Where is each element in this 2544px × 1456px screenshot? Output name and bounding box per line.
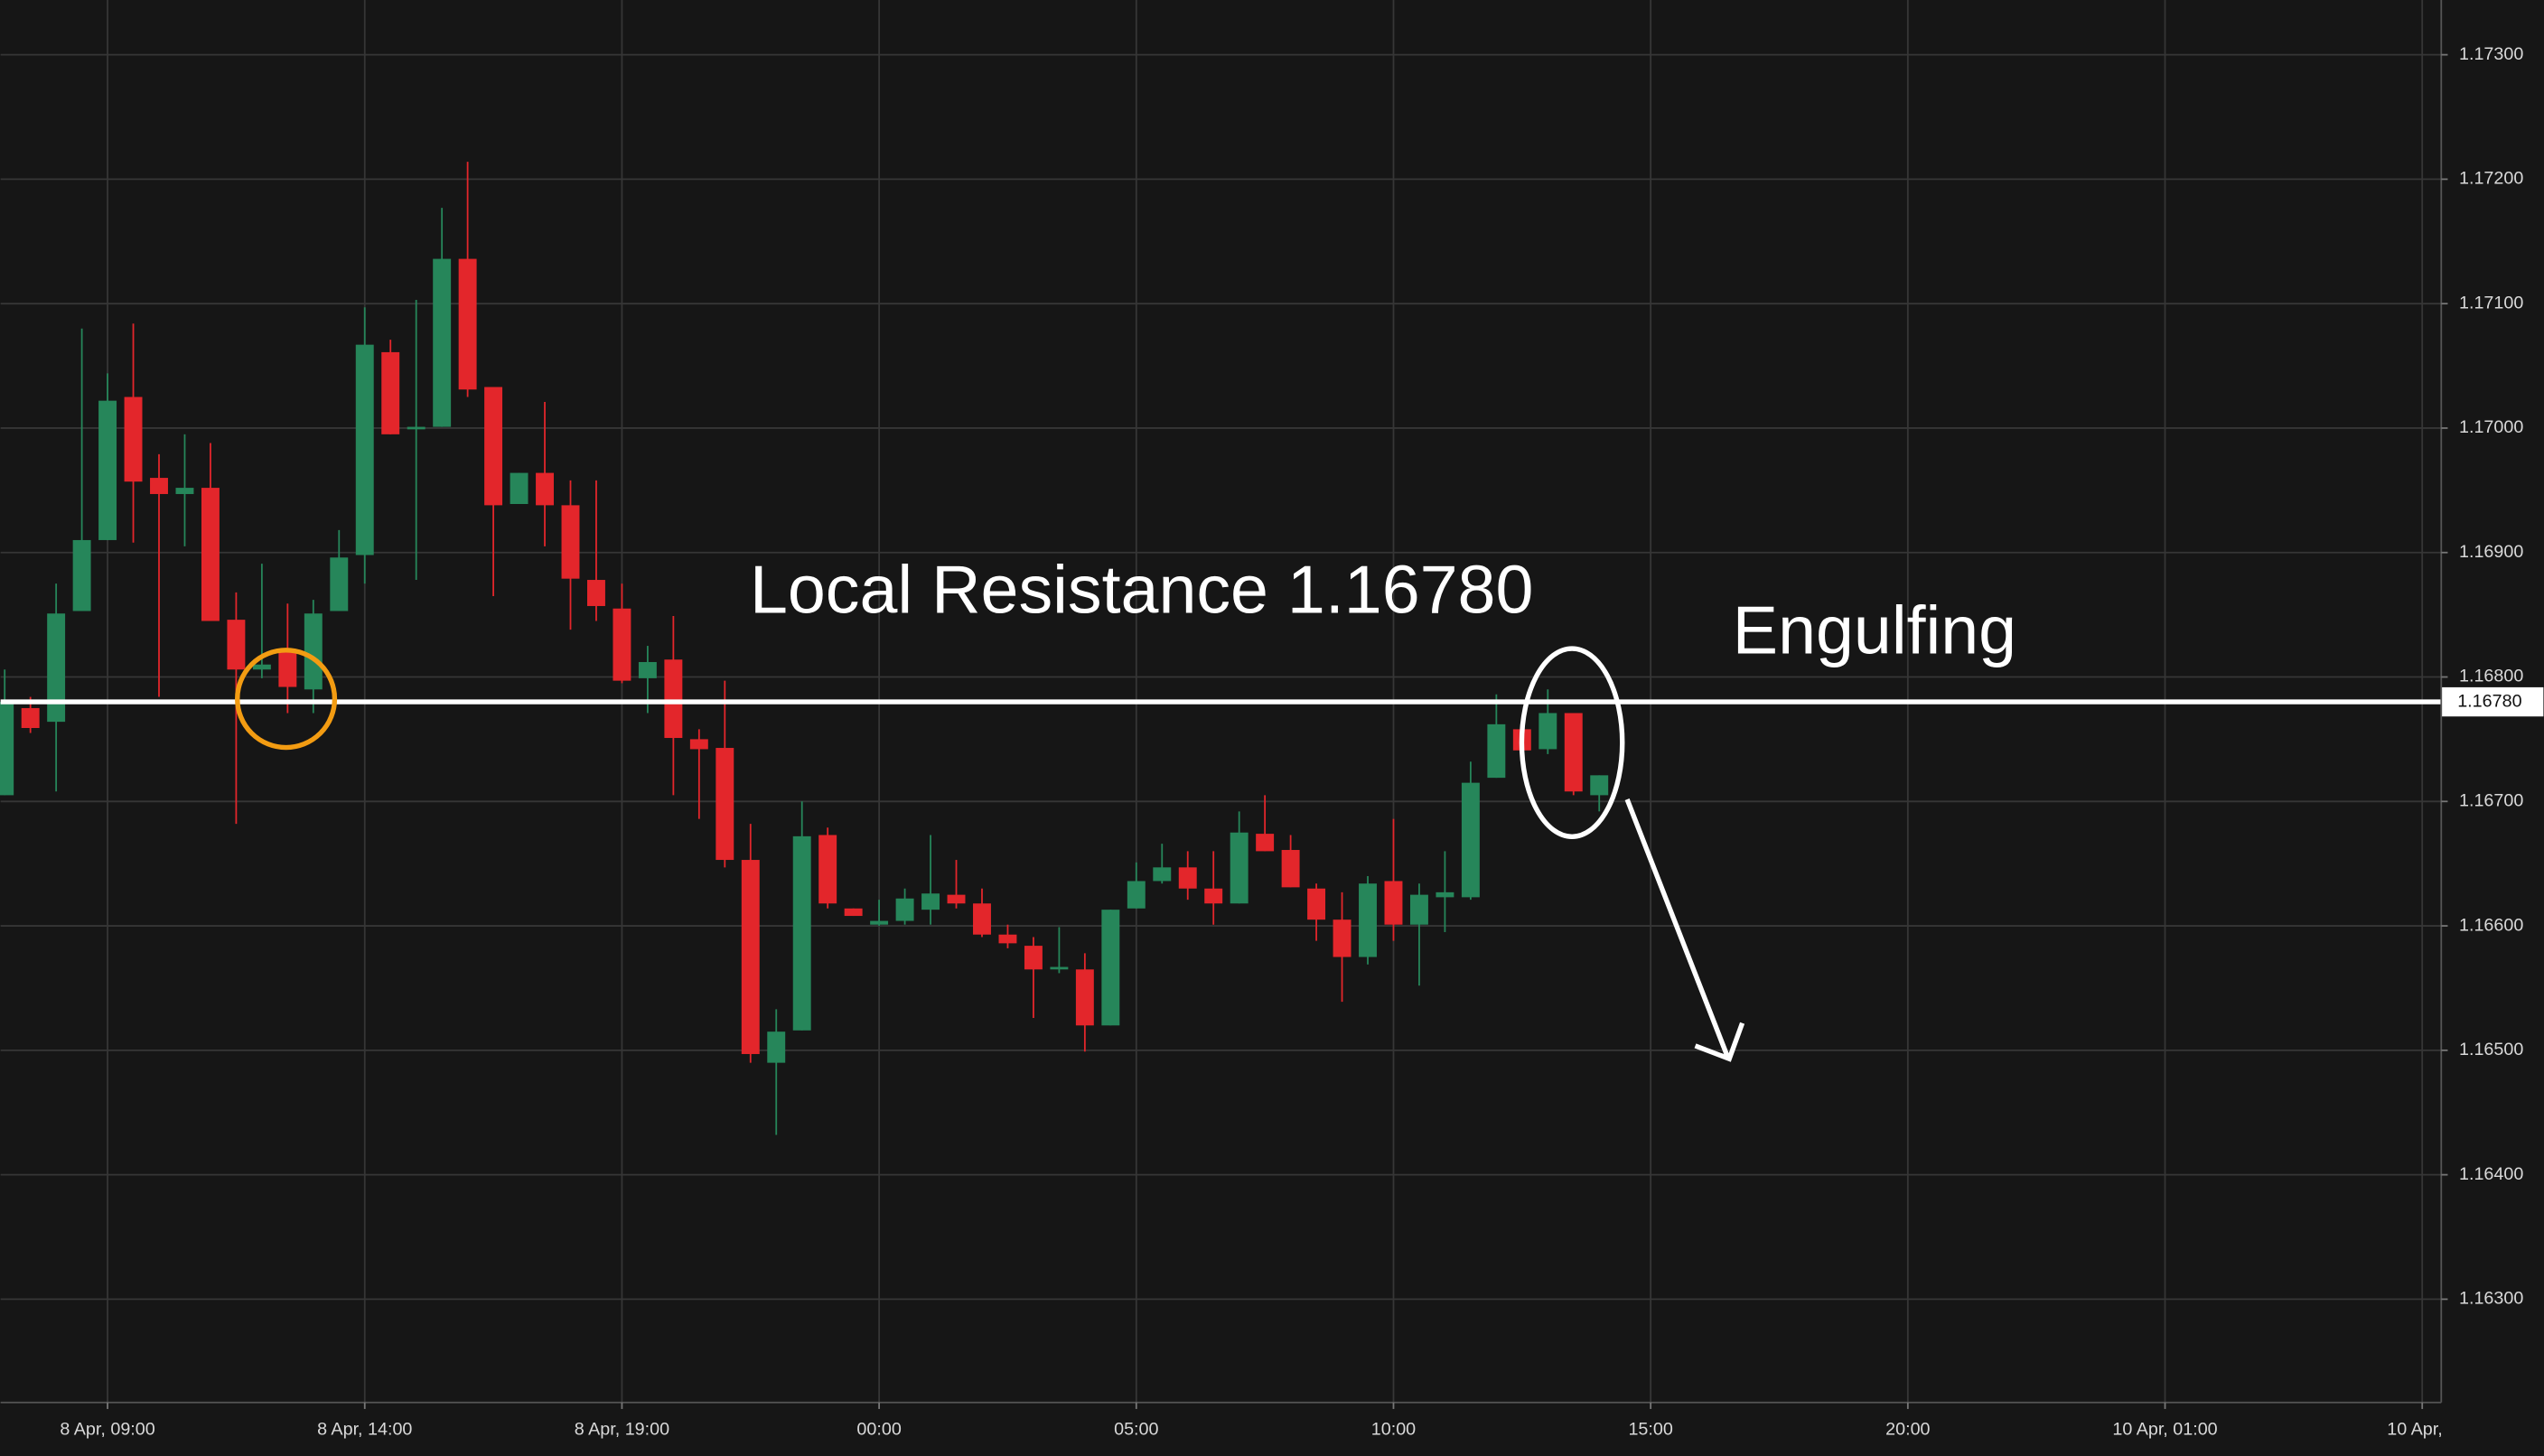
candle-body — [201, 488, 220, 621]
candle-body — [1178, 867, 1197, 889]
x-tick-label: 10 Apr, 0 — [2387, 1419, 2457, 1439]
candle-body — [0, 702, 14, 796]
candle-body — [1409, 894, 1428, 925]
candle-body — [1359, 883, 1377, 957]
candle-body — [1101, 910, 1120, 1026]
candle-body — [638, 661, 657, 678]
price-tag — [2441, 686, 2544, 717]
candle-body — [252, 664, 271, 670]
candle-body — [973, 903, 991, 935]
candle-body — [1333, 919, 1352, 957]
arrow-head — [1694, 1022, 1745, 1062]
candle-body — [1461, 782, 1480, 898]
candle-body — [124, 397, 143, 482]
candle-body — [716, 748, 734, 861]
candle-body — [227, 620, 246, 670]
candle-body — [613, 608, 631, 681]
candle-body — [870, 920, 889, 925]
y-tick-label: 1.16300 — [2459, 1289, 2523, 1309]
highlight-ellipse — [1519, 646, 1625, 839]
candle-body — [818, 835, 837, 904]
candle-body — [767, 1031, 786, 1063]
y-tick-label: 1.16400 — [2459, 1164, 2523, 1184]
y-tick-label: 1.17100 — [2459, 293, 2523, 313]
candle-body — [921, 893, 940, 910]
candle-body — [1384, 881, 1403, 925]
candle-body — [1153, 867, 1172, 882]
candle-body — [1590, 775, 1609, 796]
candle-body — [150, 478, 168, 494]
candle-body — [947, 894, 966, 904]
candle-body — [355, 344, 374, 555]
candle-body — [47, 613, 66, 723]
candle-body — [1024, 946, 1043, 970]
x-tick-label: 8 Apr, 14:00 — [317, 1419, 412, 1439]
candle-body — [21, 707, 40, 729]
candle-body — [536, 472, 554, 506]
candle-body — [1230, 832, 1249, 904]
candle-body — [484, 387, 503, 506]
highlight-circle — [235, 648, 338, 751]
candle-body — [1281, 850, 1300, 888]
candle-body — [1204, 888, 1223, 904]
x-tick-labels: 8 Apr, 09:00 8 Apr, 14:00 8 Apr, 19:00 00:0… — [60, 1419, 2457, 1439]
x-tick-label: 00:00 — [856, 1419, 901, 1439]
candles — [0, 162, 1609, 1135]
overlay: 1.16780 — [0, 686, 2544, 717]
candle-body — [1075, 969, 1094, 1026]
candle-body — [407, 426, 426, 430]
candle-body — [72, 539, 91, 611]
candle-body — [330, 557, 349, 611]
y-tick-label: 1.17200 — [2459, 169, 2523, 189]
y-tick-label: 1.16900 — [2459, 542, 2523, 562]
candle-body — [381, 351, 400, 434]
candle-body — [998, 934, 1017, 944]
candle-body — [561, 505, 580, 579]
candle-body — [1050, 966, 1069, 970]
y-tick-label: 1.16600 — [2459, 915, 2523, 935]
candle-body — [278, 651, 297, 687]
x-tick-label: 10 Apr, 01:00 — [2112, 1419, 2217, 1439]
annotation: Engulfing — [1733, 592, 2016, 667]
candle-body — [1487, 723, 1506, 779]
candle-body — [1436, 891, 1454, 898]
candle-body — [98, 400, 117, 540]
candle-body — [458, 258, 477, 390]
candle-body — [895, 898, 914, 921]
candle-body — [664, 659, 683, 739]
candle-body — [433, 258, 452, 427]
arrow — [1624, 798, 1730, 1059]
candle-body — [175, 488, 194, 494]
y-tick-label: 1.16700 — [2459, 791, 2523, 811]
candle-body — [586, 580, 605, 606]
candle-body — [1564, 713, 1583, 792]
candle-body — [510, 472, 528, 505]
candle-body — [1256, 834, 1275, 852]
x-tick-label: 8 Apr, 19:00 — [575, 1419, 669, 1439]
candle-body — [1539, 713, 1557, 750]
x-tick-label: 10:00 — [1371, 1419, 1416, 1439]
candle-body — [844, 908, 863, 917]
candle-body — [1127, 881, 1146, 909]
annotation: Local Resistance 1.16780 — [750, 552, 1533, 628]
x-tick-label: 05:00 — [1114, 1419, 1158, 1439]
x-tick-label: 15:00 — [1628, 1419, 1672, 1439]
axes: 1.17300 1.17200 1.17100 1.17000 1.16900 1.168… — [107, 44, 2523, 1409]
y-tick-label: 1.17000 — [2459, 417, 2523, 437]
price-tag-label: 1.16780 — [2457, 691, 2521, 711]
candle-body — [792, 835, 811, 1031]
x-tick-label: 20:00 — [1885, 1419, 1930, 1439]
x-tick-label: 8 Apr, 09:00 — [60, 1419, 154, 1439]
candle-body — [304, 613, 323, 690]
y-tick-label: 1.16500 — [2459, 1040, 2523, 1059]
y-tick-label: 1.17300 — [2459, 44, 2523, 64]
y-tick-label: 1.16800 — [2459, 667, 2523, 686]
candle-body — [741, 860, 760, 1054]
candle-body — [689, 739, 708, 750]
candle-body — [1307, 888, 1326, 920]
